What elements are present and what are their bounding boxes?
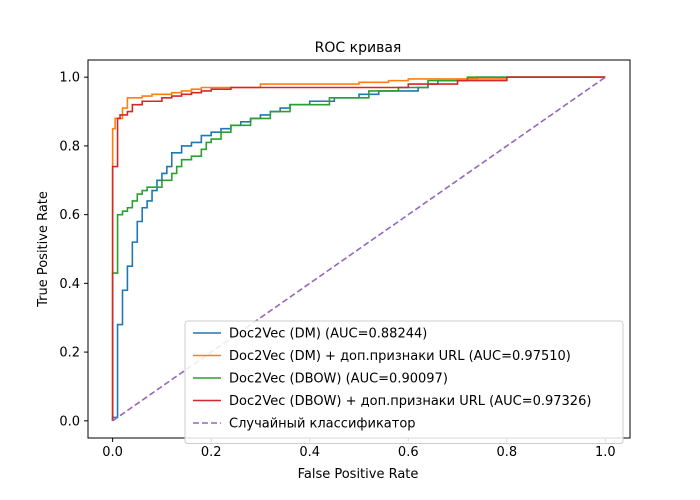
chart-title: ROC кривая — [315, 40, 402, 56]
x-tick-label: 0.2 — [201, 445, 222, 460]
legend-entry-label: Случайный классификатор — [229, 417, 416, 432]
y-tick-label: 0.4 — [59, 277, 80, 292]
y-tick-label: 0.0 — [59, 414, 80, 429]
y-tick-label: 0.8 — [59, 139, 80, 154]
x-tick-label: 0.4 — [299, 445, 320, 460]
series-line-1 — [111, 76, 606, 421]
legend-entry-label: Doc2Vec (DM) + доп.признаки URL (AUC=0.9… — [229, 349, 571, 364]
series-line-4 — [111, 76, 606, 421]
y-tick-label: 1.0 — [59, 71, 80, 86]
x-tick-label: 0.8 — [496, 445, 517, 460]
x-tick-label: 0.0 — [102, 445, 123, 460]
legend-box — [184, 320, 624, 444]
x-axis-label: False Positive Rate — [298, 467, 419, 482]
legend-entry-label: Doc2Vec (DBOW) + доп.признаки URL (AUC=0… — [229, 394, 591, 409]
x-tick-label: 1.0 — [595, 445, 616, 460]
series-line-2 — [111, 76, 606, 421]
legend-entry-label: Doc2Vec (DM) (AUC=0.88244) — [229, 327, 427, 342]
y-tick-label: 0.6 — [59, 208, 80, 223]
x-tick-label: 0.6 — [398, 445, 419, 460]
series-line-3 — [111, 76, 606, 421]
y-axis-label: True Positive Rate — [36, 191, 51, 308]
y-tick-label: 0.2 — [59, 346, 80, 361]
legend: Doc2Vec (DM) (AUC=0.88244) Doc2Vec (DM) +… — [184, 320, 624, 444]
legend-entry-label: Doc2Vec (DBOW) (AUC=0.90097) — [229, 372, 448, 387]
axis-ticks: 0.0 0.2 0.4 0.6 0.8 1.0 0.0 0.2 0.4 0.6 0.8 1.0 — [59, 71, 615, 460]
